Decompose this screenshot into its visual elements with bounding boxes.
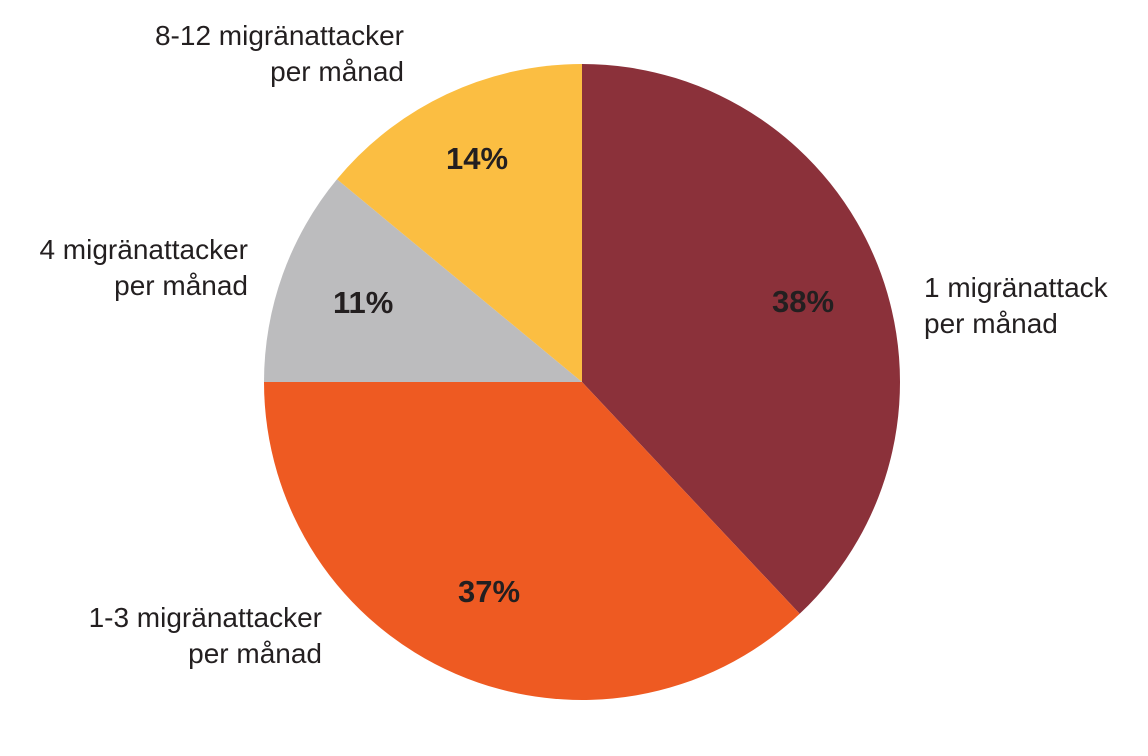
pie-slice	[264, 179, 582, 382]
label-1-attack: 1 migränattack per månad	[924, 270, 1108, 342]
label-line: per månad	[924, 308, 1058, 339]
pie-slice	[264, 382, 800, 700]
label-8-12-attacks: 8-12 migränattacker per månad	[155, 18, 404, 90]
label-line: 8-12 migränattacker	[154, 20, 404, 51]
label-line: per månad	[270, 56, 404, 87]
pie-slice	[336, 64, 582, 382]
label-line: 4 migränattacker	[39, 234, 248, 265]
label-line: per månad	[114, 270, 248, 301]
pct-8-12-attacks: 14%	[446, 141, 509, 176]
pct-4-attacks: 11%	[333, 285, 394, 320]
label-line: 1 migränattack	[924, 272, 1108, 303]
label-1-3-attacks: 1-3 migränattacker per månad	[89, 600, 322, 672]
label-4-attacks: 4 migränattacker per månad	[39, 232, 248, 304]
pct-1-3-attacks: 37%	[458, 574, 521, 609]
label-line: 1-3 migränattacker	[88, 602, 322, 633]
pct-1-attack: 38%	[772, 284, 835, 319]
pie-slice	[582, 64, 900, 614]
label-line: per månad	[188, 638, 322, 669]
